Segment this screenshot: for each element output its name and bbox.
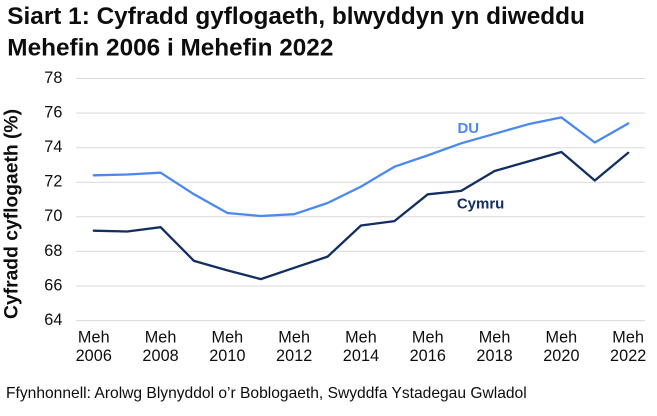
- svg-text:70: 70: [44, 207, 62, 225]
- svg-text:DU: DU: [457, 120, 479, 137]
- svg-text:72: 72: [44, 173, 62, 191]
- svg-text:74: 74: [44, 138, 62, 156]
- svg-text:Siart 1: Cyfradd gyflogaeth, b: Siart 1: Cyfradd gyflogaeth, blwyddyn yn…: [7, 3, 585, 30]
- svg-text:66: 66: [44, 276, 62, 294]
- svg-text:Cymru: Cymru: [457, 196, 505, 213]
- svg-text:78: 78: [44, 69, 62, 87]
- svg-text:Mehefin 2006 i Mehefin 2022: Mehefin 2006 i Mehefin 2022: [7, 35, 333, 62]
- svg-text:Ffynhonnell: Arolwg Blynyddol: Ffynhonnell: Arolwg Blynyddol o’r Boblog…: [6, 385, 527, 402]
- svg-text:68: 68: [44, 242, 62, 260]
- svg-text:Cyfradd cyflogaeth (%): Cyfradd cyflogaeth (%): [2, 109, 23, 319]
- svg-text:64: 64: [44, 311, 62, 329]
- svg-text:76: 76: [44, 104, 62, 122]
